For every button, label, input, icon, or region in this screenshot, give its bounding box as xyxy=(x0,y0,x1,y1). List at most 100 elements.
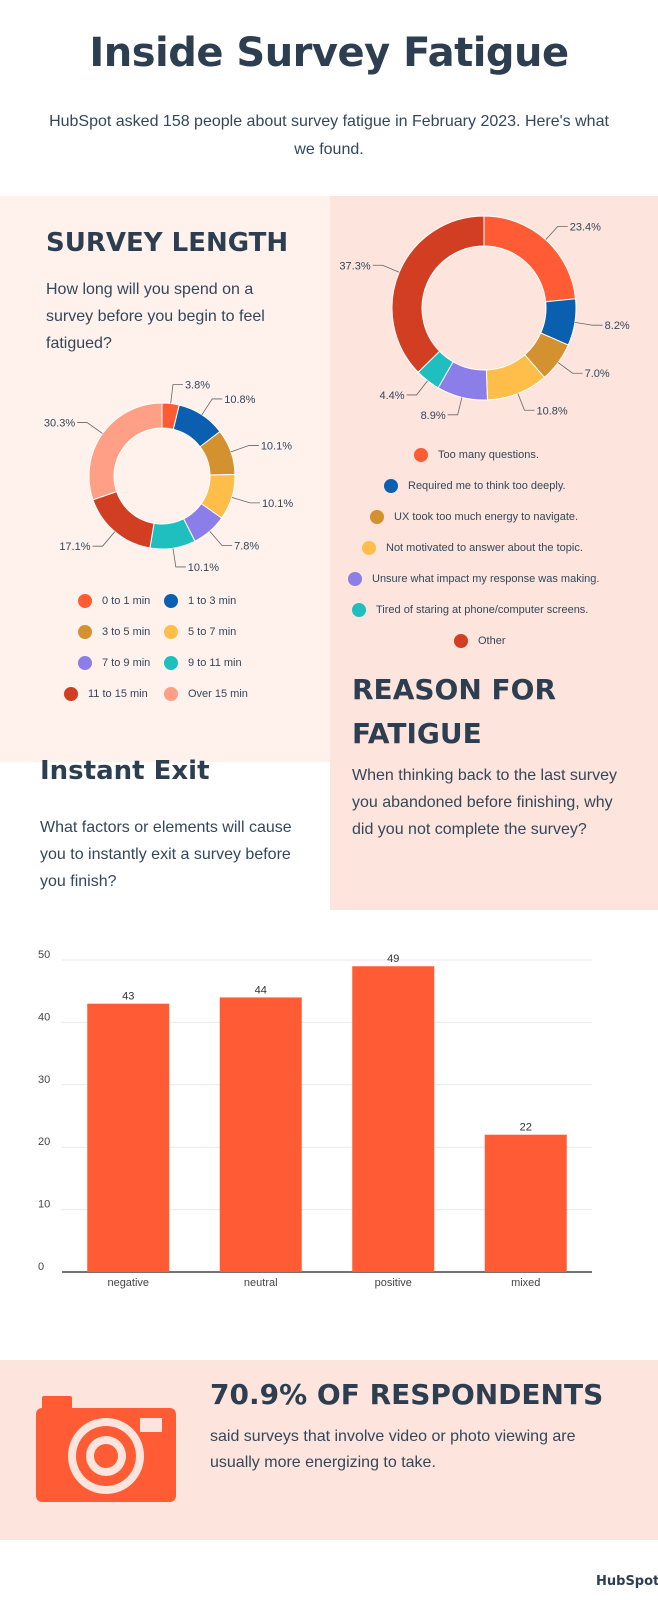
instant-exit-question: What factors or elements will cause you … xyxy=(40,819,292,890)
reason-panel xyxy=(330,196,658,910)
reason-legend-swatch xyxy=(370,510,384,524)
survey-length-legend-swatch xyxy=(78,625,92,639)
reason-legend-label: Tired of staring at phone/computer scree… xyxy=(376,604,589,616)
survey-length-legend-swatch xyxy=(164,625,178,639)
y-tick-label: 40 xyxy=(38,1011,50,1023)
reason-legend-label: Required me to think too deeply. xyxy=(408,480,566,492)
reason-slice xyxy=(483,215,577,303)
survey-length-label: 30.3% xyxy=(44,418,75,430)
reason-legend-swatch xyxy=(384,479,398,493)
reason-leader-line xyxy=(557,362,583,374)
reason-legend-item: Unsure what impact my response was makin… xyxy=(348,572,599,586)
instant-exit-chart: 0 10 20 30 40 50 43 negative 44 neutral 49 positive… xyxy=(0,949,658,1320)
survey-length-legend-label: Over 15 min xyxy=(188,688,248,700)
survey-length-slice xyxy=(92,490,155,549)
bar-value-label: 44 xyxy=(255,984,267,996)
survey-length-label: 3.8% xyxy=(185,380,210,392)
survey-length-legend-label: 7 to 9 min xyxy=(102,657,151,669)
reason-legend-swatch xyxy=(352,603,366,617)
x-category-label: mixed xyxy=(511,1277,540,1289)
page-subtitle: HubSpot asked 158 people about survey fa… xyxy=(49,113,609,158)
bar-chart-svg: 0 10 20 30 40 50 43 negative 44 neutral 49 positive… xyxy=(38,949,592,1289)
reason-legend-item: Too many questions. xyxy=(414,448,539,462)
bar-value-label: 22 xyxy=(520,1122,532,1134)
survey-length-legend-item: Over 15 min xyxy=(164,687,248,701)
x-category-label: positive xyxy=(375,1277,412,1289)
bar-value-label: 43 xyxy=(122,991,134,1003)
survey-length-legend-swatch xyxy=(78,656,92,670)
survey-length-legend-swatch xyxy=(164,656,178,670)
x-category-label: neutral xyxy=(244,1277,278,1289)
hubspot-logo: HubSpot xyxy=(596,1574,658,1589)
survey-length-heading: SURVEY LENGTH xyxy=(46,228,289,258)
reason-label: 4.4% xyxy=(380,390,405,402)
survey-length-question: How long will you spend on a survey befo… xyxy=(46,281,265,352)
survey-length-legend-item: 5 to 7 min xyxy=(164,625,236,639)
reason-label: 37.3% xyxy=(339,260,370,272)
reason-legend-swatch xyxy=(362,541,376,555)
reason-legend-item: Tired of staring at phone/computer scree… xyxy=(352,603,588,617)
reason-leader-line xyxy=(574,321,603,326)
reason-legend-item: Other xyxy=(454,634,506,648)
bar-value-label: 49 xyxy=(387,953,399,965)
survey-length-legend-item: 1 to 3 min xyxy=(164,594,236,608)
reason-donut: 23.4% 8.2% 7.0% 10.8% 8.9% 4.4% 37.3% xyxy=(339,215,630,422)
survey-length-legend-item: 7 to 9 min xyxy=(78,656,150,670)
survey-length-label: 10.1% xyxy=(261,441,292,453)
y-tick-label: 50 xyxy=(38,950,50,961)
survey-length-legend-item: 9 to 11 min xyxy=(164,656,242,670)
survey-length-label: 7.8% xyxy=(234,541,259,553)
reason-legend-swatch xyxy=(454,634,468,648)
survey-length-slice xyxy=(88,402,163,501)
survey-length-leader-line xyxy=(201,398,223,416)
survey-length-leader-line xyxy=(172,548,186,568)
stat-text: said surveys that involve video or photo… xyxy=(210,1428,576,1471)
reason-leader-line xyxy=(372,264,400,273)
survey-length-legend-item: 11 to 15 min xyxy=(64,687,148,701)
reason-label: 8.9% xyxy=(421,410,446,422)
survey-length-label: 10.8% xyxy=(224,394,255,406)
reason-label: 8.2% xyxy=(605,320,630,332)
survey-length-leader-line xyxy=(230,445,259,453)
reason-legend-label: Too many questions. xyxy=(438,449,539,461)
survey-length-leader-line xyxy=(77,422,103,434)
y-tick-label: 10 xyxy=(38,1199,50,1211)
survey-length-leader-line xyxy=(92,531,116,547)
reason-heading-line1: REASON FOR xyxy=(352,673,556,706)
survey-length-leader-line xyxy=(231,496,260,504)
survey-length-legend-label: 1 to 3 min xyxy=(188,595,237,607)
reason-legend-item: Not motivated to answer about the topic. xyxy=(362,541,583,555)
survey-length-legend-label: 9 to 11 min xyxy=(188,657,242,669)
survey-length-legend-swatch xyxy=(78,594,92,608)
reason-slice xyxy=(391,215,485,373)
reason-label: 7.0% xyxy=(585,368,610,380)
bar-neutral xyxy=(219,997,302,1272)
reason-legend-swatch xyxy=(414,448,428,462)
reason-heading-line2: FATIGUE xyxy=(352,717,482,750)
reason-label: 10.8% xyxy=(536,405,567,417)
reason-question: When thinking back to the last survey yo… xyxy=(352,767,618,838)
survey-length-label: 10.1% xyxy=(262,498,293,510)
survey-length-leader-line xyxy=(209,530,233,547)
bar-positive xyxy=(352,966,435,1272)
survey-length-legend-swatch xyxy=(164,687,178,701)
reason-leader-line xyxy=(447,397,463,416)
instant-exit-heading: Instant Exit xyxy=(40,756,210,786)
survey-length-label: 10.1% xyxy=(188,562,219,574)
bar-mixed xyxy=(484,1134,567,1272)
bar-negative xyxy=(87,1003,170,1272)
survey-length-legend-label: 5 to 7 min xyxy=(188,626,237,638)
camera-icon xyxy=(36,1396,176,1502)
reason-leader-line xyxy=(406,380,428,396)
page-title: Inside Survey Fatigue xyxy=(89,30,569,76)
reason-heading: REASON FOR FATIGUE xyxy=(352,668,556,756)
reason-legend-label: Unsure what impact my response was makin… xyxy=(372,573,600,585)
survey-length-legend-item: 0 to 1 min xyxy=(78,594,150,608)
reason-legend-item: Required me to think too deeply. xyxy=(384,479,566,493)
reason-leader-line xyxy=(545,226,568,241)
survey-length-donut: 3.8% 10.8% 10.1% 10.1% 7.8% 10.1% 17.1% 30.3% xyxy=(44,380,293,574)
survey-length-label: 17.1% xyxy=(59,541,90,553)
y-tick-label: 30 xyxy=(38,1074,50,1086)
survey-length-legend-swatch xyxy=(164,594,178,608)
reason-legend-item: UX took too much energy to navigate. xyxy=(370,510,578,524)
